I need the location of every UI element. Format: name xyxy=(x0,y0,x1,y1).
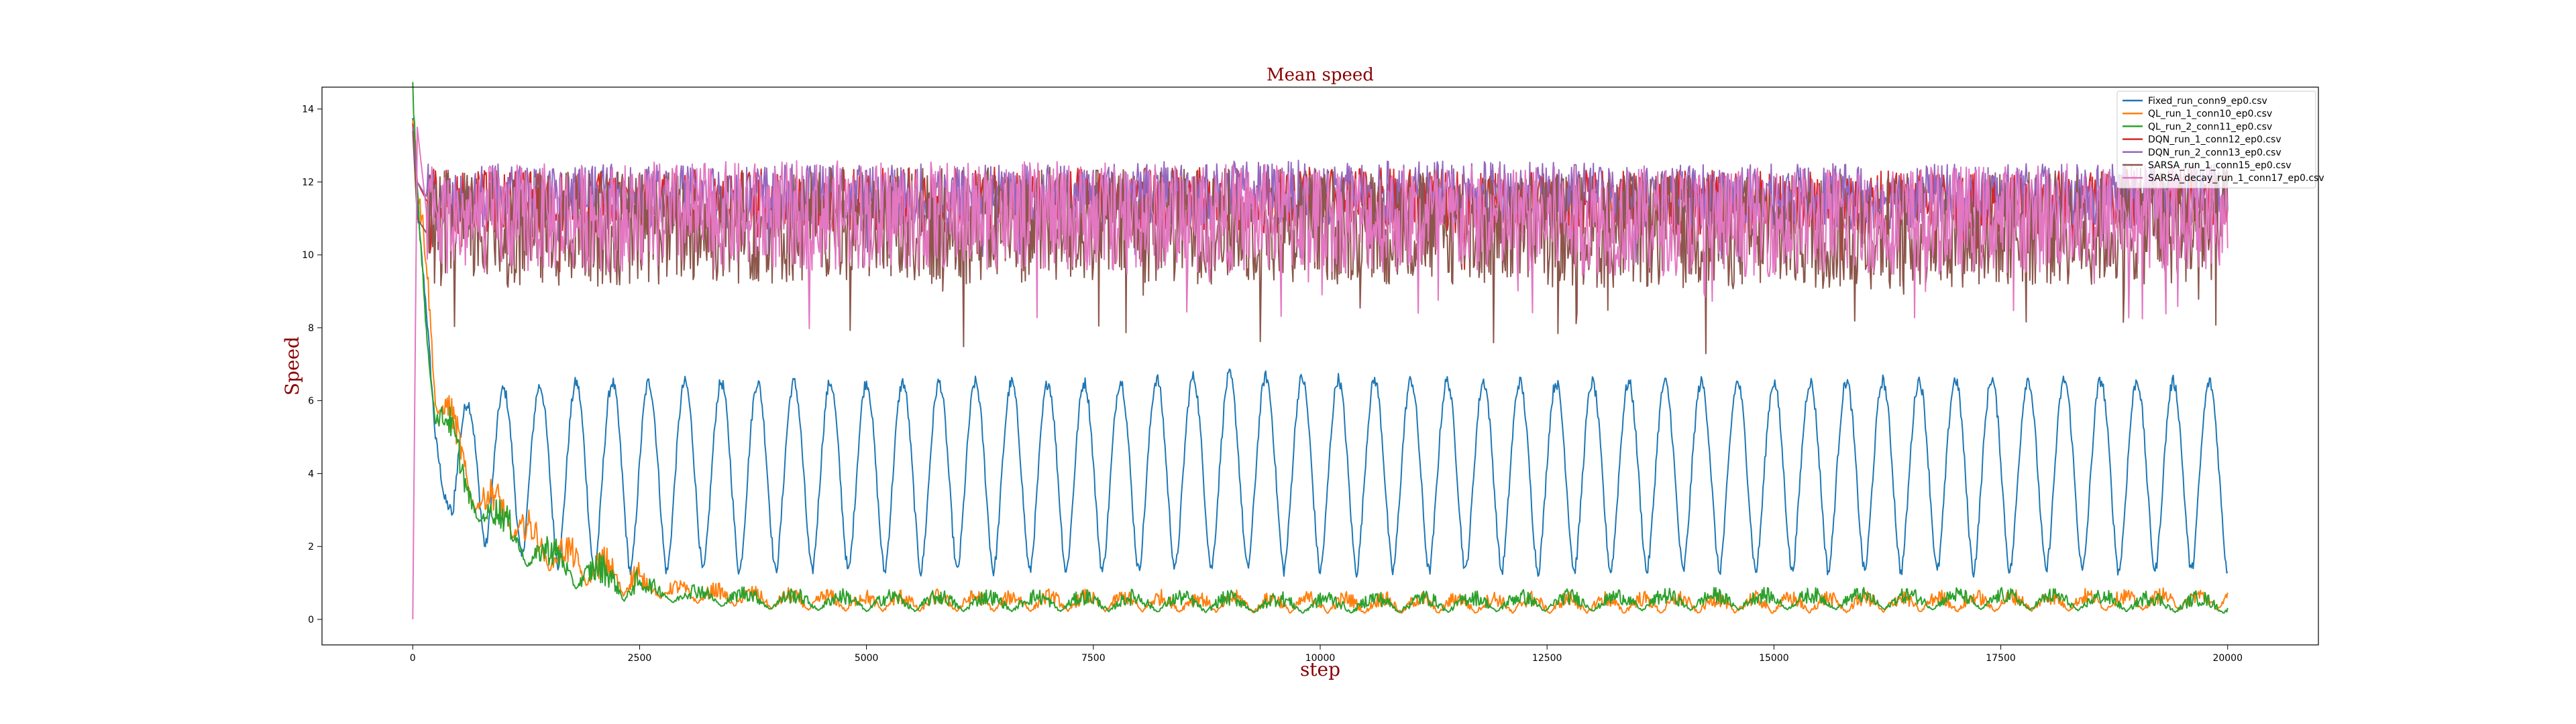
series-line xyxy=(412,117,2229,578)
x-tick-label: 17500 xyxy=(1986,653,2016,664)
x-tick-label: 12500 xyxy=(1532,653,1562,664)
series-line xyxy=(412,82,2229,614)
x-axis: 0 2500 5000 7500 10000 12500 15000 17500 20000 xyxy=(410,645,2243,664)
y-tick-label: 14 xyxy=(302,105,314,115)
legend-entry: DQN_run_1_conn12_ep0.csv xyxy=(2148,135,2282,145)
x-tick-label: 20000 xyxy=(2212,653,2243,664)
x-tick-label: 0 xyxy=(410,653,416,664)
legend-entry: DQN_run_2_conn13_ep0.csv xyxy=(2148,147,2282,158)
x-tick-label: 7500 xyxy=(1081,653,1106,664)
chart-title: Mean speed xyxy=(1267,65,1374,85)
legend-entry: SARSA_decay_run_1_conn17_ep0.csv xyxy=(2148,173,2324,184)
legend-entry: QL_run_2_conn11_ep0.csv xyxy=(2148,121,2272,132)
y-tick-label: 10 xyxy=(302,250,314,261)
x-tick-label: 5000 xyxy=(855,653,879,664)
legend-box xyxy=(2116,90,2316,188)
legend-entry: QL_run_1_conn10_ep0.csv xyxy=(2148,109,2272,119)
y-tick-label: 12 xyxy=(302,177,314,188)
y-axis-label: Speed xyxy=(281,337,303,396)
legend: Fixed_run_conn9_ep0.csv QL_run_1_conn10_e… xyxy=(2116,90,2324,188)
x-tick-label: 2500 xyxy=(628,653,652,664)
x-axis-label: step xyxy=(1300,658,1340,680)
y-tick-label: 6 xyxy=(308,396,314,407)
series-layer xyxy=(412,82,2229,619)
y-axis: 0 2 4 6 8 10 12 14 xyxy=(302,105,322,625)
y-tick-label: 4 xyxy=(308,469,314,479)
legend-entry: SARSA_run_1_conn15_ep0.csv xyxy=(2148,160,2292,171)
series-line xyxy=(412,126,2229,619)
x-tick-label: 10000 xyxy=(1305,653,1336,664)
y-tick-label: 8 xyxy=(308,323,314,334)
legend-entry: Fixed_run_conn9_ep0.csv xyxy=(2148,96,2267,107)
x-tick-label: 15000 xyxy=(1759,653,1789,664)
y-tick-label: 0 xyxy=(308,615,314,625)
series-line xyxy=(412,119,2229,614)
y-tick-label: 2 xyxy=(308,542,314,552)
